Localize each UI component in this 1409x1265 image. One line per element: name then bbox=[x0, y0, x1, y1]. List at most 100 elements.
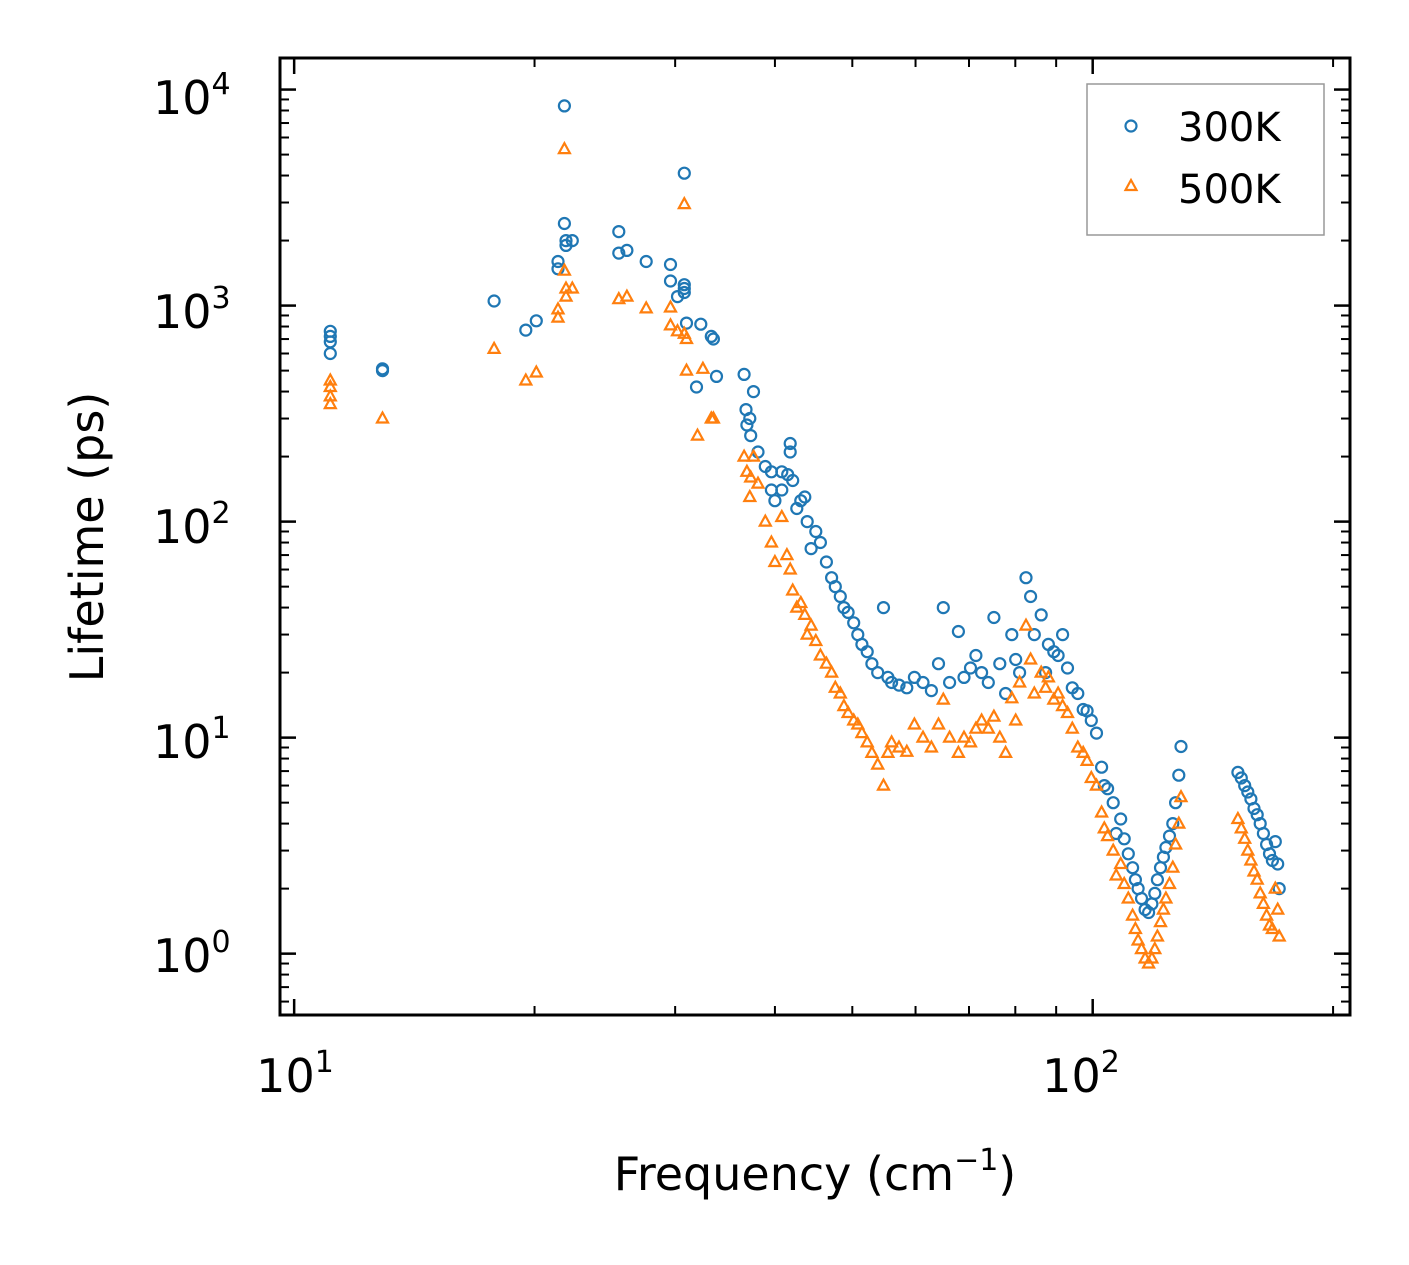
point-300k-115 bbox=[1121, 847, 1135, 861]
point-500k-106 bbox=[1116, 875, 1132, 890]
plot-frame bbox=[278, 56, 1352, 1017]
point-500k-127 bbox=[1237, 830, 1253, 844]
point-300k-29 bbox=[694, 317, 708, 331]
point-300k-48 bbox=[783, 445, 797, 459]
x-tick-label-1: 101 bbox=[256, 1045, 334, 1103]
point-300k-85 bbox=[981, 675, 995, 690]
point-500k-82 bbox=[1008, 712, 1024, 726]
point-300k-67 bbox=[865, 657, 879, 671]
point-500k-101 bbox=[1096, 820, 1112, 834]
point-500k-133 bbox=[1256, 895, 1271, 910]
point-300k-31 bbox=[706, 332, 721, 346]
point-500k-97 bbox=[1079, 752, 1095, 767]
point-500k-93 bbox=[1060, 704, 1075, 719]
point-300k-54 bbox=[804, 541, 818, 556]
point-300k-93 bbox=[1023, 589, 1038, 604]
legend-label-500k: 500K bbox=[1178, 167, 1282, 213]
point-300k-6 bbox=[487, 294, 501, 308]
point-500k-115 bbox=[1147, 940, 1163, 955]
point-300k-75 bbox=[916, 675, 930, 690]
point-500k-33 bbox=[746, 448, 761, 462]
point-300k-15 bbox=[565, 234, 579, 248]
legend-label-300k: 300K bbox=[1178, 105, 1282, 151]
point-500k-5 bbox=[486, 340, 502, 354]
point-300k-23 bbox=[677, 166, 691, 180]
point-300k-7 bbox=[519, 323, 533, 337]
legend: 300K 500K bbox=[1086, 83, 1325, 236]
point-300k-12 bbox=[557, 216, 572, 231]
point-500k-65 bbox=[899, 743, 915, 757]
point-500k-59 bbox=[864, 744, 880, 759]
point-300k-5 bbox=[375, 364, 390, 378]
point-500k-26 bbox=[695, 360, 711, 374]
point-500k-87 bbox=[1033, 664, 1049, 678]
point-300k-17 bbox=[612, 246, 626, 260]
point-300k-28 bbox=[689, 380, 704, 394]
point-500k-57 bbox=[854, 724, 870, 739]
point-500k-73 bbox=[956, 729, 972, 743]
point-300k-89 bbox=[1005, 627, 1019, 642]
point-300k-71 bbox=[884, 675, 899, 690]
y-tick-label-2: 102 bbox=[153, 496, 231, 554]
point-500k-37 bbox=[767, 553, 783, 568]
point-300k-82 bbox=[963, 661, 978, 675]
point-500k-94 bbox=[1064, 720, 1080, 734]
point-500k-51 bbox=[827, 679, 843, 693]
point-500k-28 bbox=[706, 410, 721, 424]
point-300k-13 bbox=[559, 234, 573, 248]
point-300k-146 bbox=[1271, 857, 1285, 871]
point-300k-73 bbox=[900, 681, 914, 695]
point-300k-21 bbox=[663, 274, 678, 288]
point-300k-22 bbox=[670, 290, 685, 304]
point-500k-74 bbox=[963, 734, 978, 748]
point-500k-14 bbox=[564, 280, 580, 294]
point-500k-71 bbox=[942, 729, 957, 743]
y-tick-label-0: 100 bbox=[153, 925, 231, 983]
point-300k-100 bbox=[1055, 627, 1070, 642]
point-500k-80 bbox=[998, 744, 1013, 759]
point-300k-11 bbox=[557, 99, 572, 113]
point-300k-113 bbox=[1114, 812, 1128, 826]
point-500k-16 bbox=[619, 288, 635, 302]
point-500k-92 bbox=[1055, 697, 1070, 712]
point-300k-132 bbox=[1174, 739, 1188, 754]
point-300k-43 bbox=[768, 494, 782, 508]
point-300k-62 bbox=[841, 605, 855, 620]
point-500k-76 bbox=[974, 712, 989, 726]
point-300k-38 bbox=[746, 385, 761, 399]
point-500k-75 bbox=[968, 720, 984, 734]
point-300k-59 bbox=[828, 579, 842, 594]
point-300k-27 bbox=[679, 316, 694, 330]
y-tick-label-4: 104 bbox=[153, 67, 231, 125]
point-500k-0 bbox=[322, 372, 338, 386]
point-500k-29 bbox=[736, 448, 752, 462]
point-500k-4 bbox=[375, 410, 390, 424]
point-300k-63 bbox=[847, 616, 861, 630]
point-300k-1 bbox=[323, 329, 337, 343]
point-300k-80 bbox=[951, 624, 966, 639]
point-500k-108 bbox=[1125, 907, 1140, 921]
point-300k-18 bbox=[620, 243, 634, 257]
point-500k-13 bbox=[558, 288, 574, 302]
point-500k-81 bbox=[1004, 690, 1020, 704]
point-500k-49 bbox=[819, 655, 834, 669]
point-300k-83 bbox=[969, 648, 983, 663]
x-tick-label-2: 102 bbox=[1042, 1045, 1120, 1103]
point-500k-136 bbox=[1265, 920, 1280, 935]
y-tick-label-3: 103 bbox=[153, 281, 231, 339]
point-500k-86 bbox=[1026, 685, 1042, 699]
point-300k-36 bbox=[743, 411, 757, 426]
point-500k-110 bbox=[1130, 932, 1146, 946]
point-300k-135 bbox=[1238, 778, 1252, 793]
point-500k-67 bbox=[915, 729, 931, 743]
point-500k-39 bbox=[779, 546, 795, 561]
point-500k-64 bbox=[891, 739, 907, 753]
point-300k-56 bbox=[813, 535, 828, 550]
point-500k-35 bbox=[757, 513, 773, 527]
point-500k-102 bbox=[1100, 827, 1115, 842]
point-500k-83 bbox=[1012, 674, 1027, 688]
point-500k-34 bbox=[750, 475, 766, 489]
point-500k-69 bbox=[931, 716, 946, 730]
point-500k-66 bbox=[907, 716, 922, 730]
point-300k-25 bbox=[677, 281, 691, 296]
